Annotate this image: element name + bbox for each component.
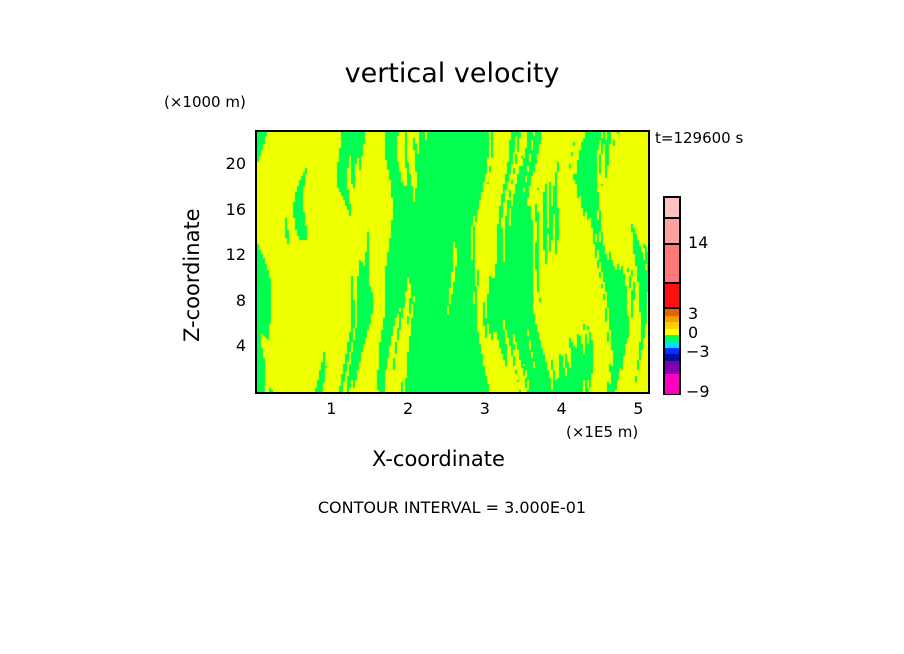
time-label: t=129600 s bbox=[655, 129, 744, 147]
chart-title: vertical velocity bbox=[344, 58, 560, 89]
y-tick-label: 20 bbox=[225, 154, 246, 174]
y-tick-label: 8 bbox=[235, 290, 246, 310]
colorbar-label: 0 bbox=[688, 323, 699, 342]
x-tick-label: 2 bbox=[403, 399, 414, 418]
plot-frame bbox=[255, 130, 650, 394]
y-axis-label-text: Z-coordinate bbox=[180, 208, 204, 342]
colorbar bbox=[663, 196, 681, 395]
colorbar-segment bbox=[665, 316, 679, 322]
contour-field bbox=[255, 130, 648, 392]
colorbar-segment bbox=[665, 284, 679, 309]
x-axis-label: X-coordinate bbox=[372, 447, 505, 471]
colorbar-segment bbox=[665, 309, 679, 316]
colorbar-segment bbox=[665, 354, 679, 361]
y-tick-label: 16 bbox=[225, 199, 246, 219]
colorbar-segment bbox=[665, 341, 679, 348]
contour-interval: CONTOUR INTERVAL = 3.000E-01 bbox=[317, 498, 587, 517]
x-tick-label: 3 bbox=[479, 399, 490, 418]
colorbar-segment bbox=[665, 198, 679, 219]
colorbar-label: 14 bbox=[688, 233, 709, 252]
colorbar-segment bbox=[665, 361, 679, 374]
colorbar-segment bbox=[665, 322, 679, 329]
colorbar-segment bbox=[665, 374, 679, 394]
colorbar-segment bbox=[665, 335, 679, 341]
colorbar-segment bbox=[665, 348, 679, 354]
colorbar-label: 3 bbox=[688, 304, 699, 323]
y-tick-label: 4 bbox=[235, 336, 246, 356]
colorbar-segment bbox=[665, 329, 679, 335]
colorbar-segment bbox=[665, 245, 679, 284]
y-axis-unit: (×1000 m) bbox=[164, 93, 246, 111]
colorbar-label: −3 bbox=[686, 342, 710, 361]
x-tick-label: 5 bbox=[633, 399, 644, 418]
colorbar-segment bbox=[665, 219, 679, 245]
x-tick-label: 4 bbox=[556, 399, 567, 418]
x-axis-unit: (×1E5 m) bbox=[566, 423, 639, 441]
x-tick-label: 1 bbox=[326, 399, 337, 418]
y-tick-label: 12 bbox=[225, 245, 246, 265]
colorbar-label: −9 bbox=[686, 382, 710, 401]
